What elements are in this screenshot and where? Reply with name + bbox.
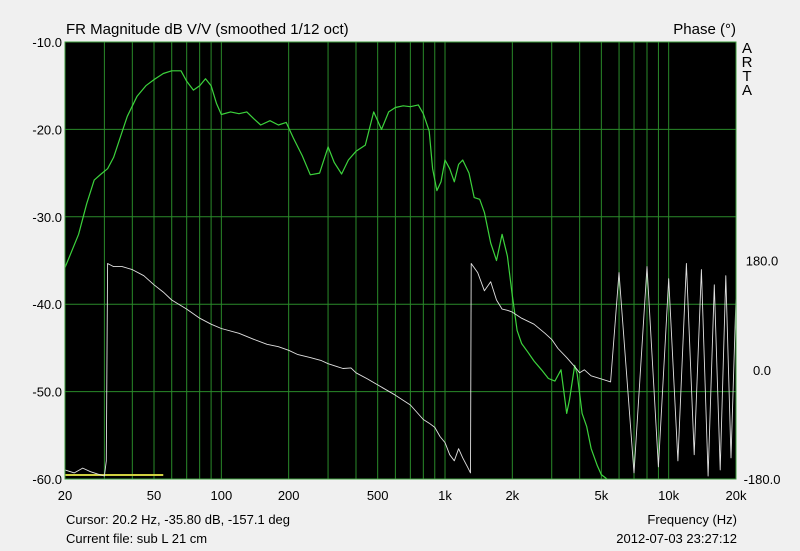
brand-letter: T [742,68,752,85]
phase-tick-label: 180.0 [746,254,779,269]
x-tick-label: 5k [594,488,608,503]
y-tick-label: -10.0 [32,35,62,50]
x-axis-title: Frequency (Hz) [647,512,737,527]
y-tick-label: -20.0 [32,122,62,137]
phase-tick-label: 0.0 [753,363,771,378]
brand-letter: R [741,54,753,71]
brand-letter: A [741,82,752,99]
cursor-readout: Cursor: 20.2 Hz, -35.80 dB, -157.1 deg [66,512,291,527]
x-tick-label: 1k [438,488,452,503]
y-tick-label: -30.0 [32,210,62,225]
x-tick-label: 20 [58,488,72,503]
current-file: Current file: sub L 21 cm [66,531,208,546]
y-tick-label: -40.0 [32,297,62,312]
chart-title: FR Magnitude dB V/V (smoothed 1/12 oct) [66,21,349,38]
timestamp: 2012-07-03 23:27:12 [616,531,737,546]
y-tick-label: -60.0 [32,472,62,487]
x-tick-label: 100 [210,488,232,503]
x-tick-label: 20k [726,488,747,503]
x-tick-label: 50 [147,488,161,503]
x-tick-label: 2k [505,488,519,503]
plot-border [64,41,737,480]
x-tick-label: 500 [367,488,389,503]
phase-tick-label: -180.0 [744,472,781,487]
phase-series-line [64,263,737,477]
brand-letter: A [741,40,752,57]
y-tick-label: -50.0 [32,385,62,400]
plot-area [65,42,736,479]
arta-brand: A R T A [740,40,754,99]
x-tick-label: 10k [658,488,679,503]
x-tick-label: 200 [278,488,300,503]
phase-axis-title: Phase (°) [673,21,736,38]
magnitude-series-line [64,70,608,480]
